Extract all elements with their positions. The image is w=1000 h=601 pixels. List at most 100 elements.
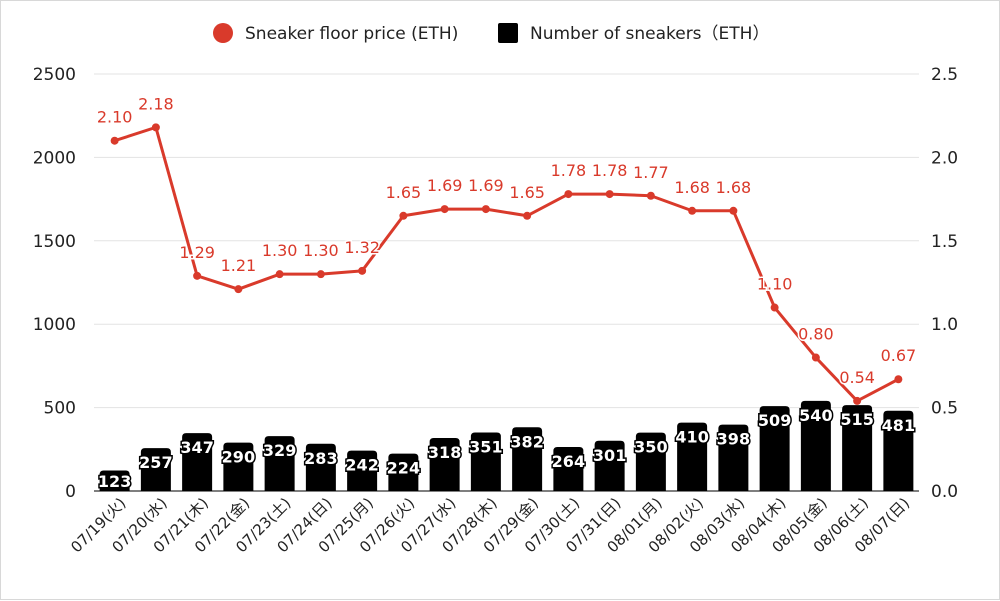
line-data-label: 1.69 bbox=[427, 176, 463, 195]
y-axis-left: 0 500 1000 1500 2000 2500 bbox=[33, 65, 76, 502]
line-data-label: 1.30 bbox=[303, 241, 339, 260]
line-point bbox=[440, 205, 449, 214]
line-point bbox=[316, 270, 325, 279]
bar bbox=[883, 410, 914, 491]
line-data-label: 2.18 bbox=[138, 94, 174, 113]
legend-marker-floor-price bbox=[213, 23, 233, 43]
bar-data-label: 290 bbox=[222, 448, 255, 467]
line-data-label: 1.65 bbox=[386, 183, 422, 202]
y-left-tick-label: 1500 bbox=[33, 232, 76, 252]
line-point bbox=[110, 136, 119, 145]
bar bbox=[470, 432, 501, 491]
bar bbox=[512, 427, 543, 491]
bar bbox=[718, 424, 749, 491]
line-data-label: 1.68 bbox=[716, 178, 752, 197]
line-point bbox=[193, 271, 202, 280]
y-left-tick-label: 2500 bbox=[33, 65, 76, 85]
bar bbox=[677, 422, 708, 491]
line-data-label: 0.67 bbox=[881, 346, 917, 365]
bar bbox=[800, 400, 831, 491]
y-left-tick-label: 2000 bbox=[33, 148, 76, 168]
line-point bbox=[151, 123, 160, 132]
y-right-tick-label: 2.0 bbox=[931, 148, 958, 168]
line-data-label: 1.29 bbox=[179, 243, 215, 262]
bar-data-label: 515 bbox=[840, 410, 873, 429]
bar-data-label: 123 bbox=[98, 472, 131, 491]
bar bbox=[635, 432, 666, 491]
line-data-label: 1.77 bbox=[633, 163, 669, 182]
line-data-label: 0.80 bbox=[798, 325, 834, 344]
line-point bbox=[894, 375, 903, 384]
y-left-tick-label: 1000 bbox=[33, 315, 76, 335]
bar bbox=[182, 433, 213, 491]
bar-data-label: 318 bbox=[428, 443, 461, 462]
line-data-label: 1.68 bbox=[674, 178, 710, 197]
legend-item-floor-price: Sneaker floor price (ETH) bbox=[213, 23, 458, 44]
line-point bbox=[564, 190, 573, 199]
line-point bbox=[853, 396, 862, 405]
bar bbox=[264, 436, 295, 491]
y-left-tick-label: 500 bbox=[44, 399, 76, 419]
bar-data-label: 350 bbox=[634, 438, 667, 457]
line-data-label: 2.10 bbox=[97, 108, 133, 127]
bar-series: 123 257 347 290 329 283 242 224 318 351 382 264 301 3… bbox=[96, 400, 917, 493]
line-point bbox=[275, 270, 284, 279]
bar bbox=[388, 453, 419, 491]
bar bbox=[305, 443, 336, 491]
x-axis: 07/19(火)07/20(水)07/21(木)07/22(金)07/23(土)… bbox=[67, 494, 913, 556]
y-left-tick-label: 0 bbox=[65, 482, 76, 502]
bar-data-label: 301 bbox=[593, 446, 626, 465]
line-data-label: 1.21 bbox=[221, 256, 257, 275]
bar-data-label: 509 bbox=[758, 411, 791, 430]
line-point bbox=[770, 303, 779, 312]
y-right-tick-label: 1.5 bbox=[931, 232, 958, 252]
bar-data-label: 264 bbox=[552, 452, 585, 471]
line-point bbox=[688, 206, 697, 215]
legend-label-floor-price: Sneaker floor price (ETH) bbox=[245, 24, 458, 44]
y-right-tick-label: 0.0 bbox=[931, 482, 958, 502]
bar-data-label: 347 bbox=[180, 438, 213, 457]
bar-data-label: 382 bbox=[510, 432, 543, 451]
bar-data-label: 257 bbox=[139, 453, 172, 472]
bar bbox=[140, 448, 171, 491]
line-series: 2.10 2.18 1.29 1.21 1.30 1.30 1.32 1.65 1.69 1.69… bbox=[95, 93, 918, 405]
line-data-label: 1.10 bbox=[757, 275, 793, 294]
line-point bbox=[646, 191, 655, 200]
bar-data-label: 351 bbox=[469, 437, 502, 456]
line-point bbox=[481, 205, 490, 214]
line-point bbox=[605, 190, 614, 199]
bar bbox=[842, 405, 873, 491]
line-data-label: 1.32 bbox=[344, 238, 380, 257]
bar-data-label: 410 bbox=[675, 428, 708, 447]
line-data-label: 1.69 bbox=[468, 176, 504, 195]
line-data-label: 1.65 bbox=[509, 183, 545, 202]
y-right-tick-label: 2.5 bbox=[931, 65, 958, 85]
bar bbox=[99, 470, 130, 491]
y-right-tick-label: 1.0 bbox=[931, 315, 958, 335]
line-point bbox=[729, 206, 738, 215]
bar-data-label: 398 bbox=[717, 430, 750, 449]
line-point bbox=[811, 353, 820, 362]
bar bbox=[347, 450, 378, 491]
bar bbox=[223, 442, 254, 491]
bar bbox=[429, 437, 460, 491]
line-point bbox=[358, 266, 367, 275]
line-point bbox=[523, 211, 532, 220]
legend-item-sneaker-count: Number of sneakers（ETH） bbox=[498, 23, 769, 44]
line-data-label: 0.54 bbox=[839, 368, 875, 387]
line-data-label: 1.30 bbox=[262, 241, 298, 260]
bar-data-label: 481 bbox=[882, 416, 915, 435]
legend: Sneaker floor price (ETH) Number of snea… bbox=[213, 23, 769, 44]
bar-data-label: 329 bbox=[263, 441, 296, 460]
bar-data-label: 540 bbox=[799, 406, 832, 425]
line-point bbox=[234, 285, 243, 294]
bar bbox=[594, 440, 625, 491]
line-point bbox=[399, 211, 408, 220]
bar-data-label: 224 bbox=[387, 459, 420, 478]
bar bbox=[759, 406, 790, 491]
bar bbox=[553, 446, 584, 491]
legend-marker-sneaker-count bbox=[498, 23, 518, 43]
bar-data-label: 242 bbox=[345, 456, 378, 475]
